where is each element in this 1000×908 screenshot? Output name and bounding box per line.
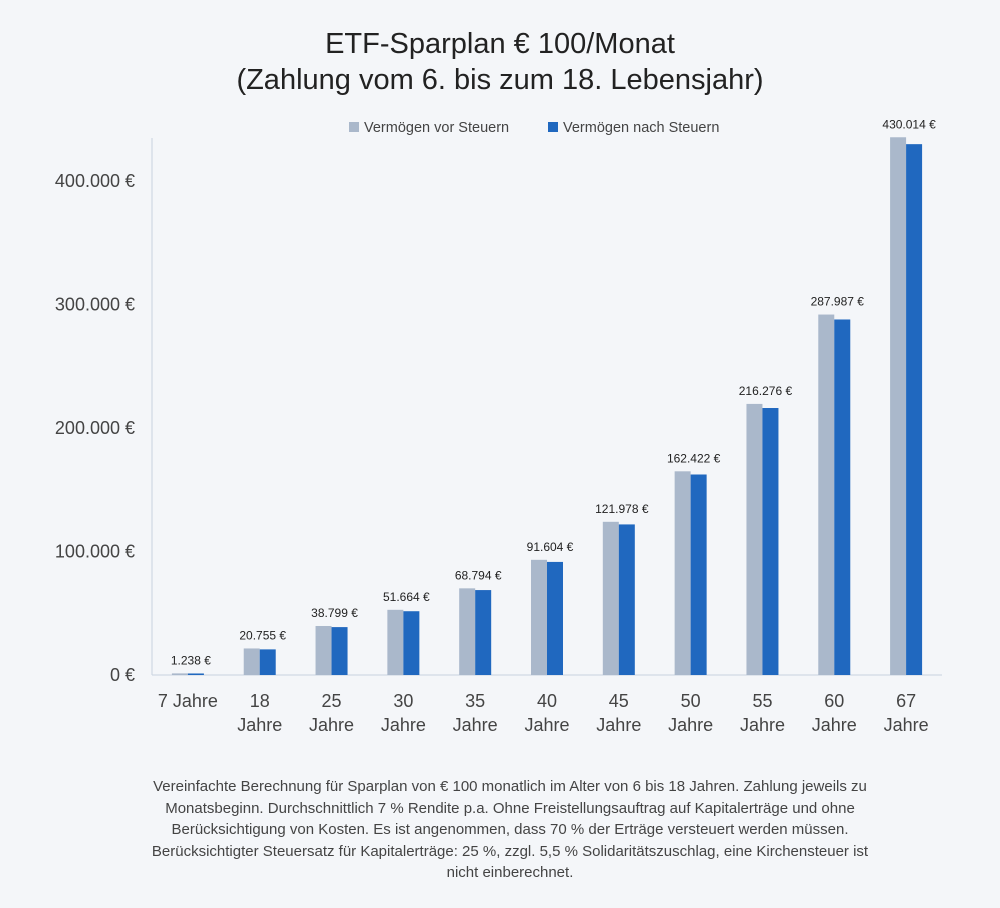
- footnote: Vereinfachte Berechnung für Sparplan von…: [120, 776, 900, 884]
- data-label: 162.422 €: [667, 451, 721, 465]
- bar-vor-steuern: [746, 403, 763, 675]
- x-tick-label: Jahre: [596, 715, 641, 735]
- data-label: 1.238 €: [171, 653, 211, 667]
- x-tick-label: 55: [752, 691, 772, 711]
- x-tick-label: Jahre: [812, 715, 857, 735]
- x-tick-label: Jahre: [453, 715, 498, 735]
- legend-label: Vermögen vor Steuern: [364, 120, 509, 136]
- x-tick-label: Jahre: [237, 715, 282, 735]
- footnote-line: Vereinfachte Berechnung für Sparplan von…: [153, 778, 867, 795]
- x-tick-label: 35: [465, 691, 485, 711]
- bar-vor-steuern: [531, 559, 547, 675]
- bar-vor-steuern: [459, 588, 476, 675]
- bar-nach-steuern: [690, 474, 707, 675]
- bar-vor-steuern: [387, 609, 404, 675]
- legend-label: Vermögen nach Steuern: [563, 120, 719, 136]
- chart-title: ETF-Sparplan € 100/Monat: [325, 28, 675, 60]
- bar-nach-steuern: [331, 627, 348, 675]
- footnote-line: Monatsbeginn. Durchschnittlich 7 % Rendi…: [165, 799, 855, 817]
- x-tick-label: Jahre: [668, 715, 713, 735]
- bar-nach-steuern: [906, 144, 923, 675]
- y-tick-label: 100.000 €: [55, 542, 135, 562]
- bar-vor-steuern: [315, 625, 332, 675]
- bar-vor-steuern: [890, 137, 907, 676]
- bar-nach-steuern: [618, 524, 635, 675]
- data-label: 91.604 €: [527, 540, 574, 554]
- legend-swatch: [548, 122, 558, 132]
- footnote-line: Berücksichtigter Steuersatz für Kapitale…: [151, 842, 869, 860]
- bar-nach-steuern: [762, 408, 779, 675]
- y-tick-label: 300.000 €: [55, 295, 135, 315]
- data-label: 20.755 €: [239, 628, 286, 642]
- x-tick-label: Jahre: [309, 715, 354, 735]
- data-label: 51.664 €: [383, 590, 430, 604]
- x-tick-label: 50: [681, 691, 701, 711]
- y-tick-label: 200.000 €: [55, 418, 135, 438]
- bar-nach-steuern: [547, 561, 563, 675]
- y-tick-label: 0 €: [110, 665, 135, 685]
- y-tick-label: 400.000 €: [55, 171, 135, 191]
- chart-subtitle: (Zahlung vom 6. bis zum 18. Lebensjahr): [236, 64, 764, 96]
- x-tick-label: 25: [322, 691, 342, 711]
- x-tick-label: Jahre: [381, 715, 426, 735]
- x-tick-label: Jahre: [884, 715, 929, 735]
- x-tick-label: Jahre: [740, 715, 785, 735]
- x-tick-label: 7 Jahre: [158, 691, 218, 711]
- legend-swatch: [349, 122, 359, 132]
- x-tick-label: 60: [824, 691, 844, 711]
- bar-vor-steuern: [818, 314, 835, 675]
- footnote-line: nicht einberechnet.: [446, 864, 574, 881]
- bar-vor-steuern: [243, 648, 260, 675]
- x-tick-label: 40: [537, 691, 557, 711]
- data-label: 38.799 €: [311, 606, 358, 620]
- bar-vor-steuern: [171, 673, 188, 675]
- data-label: 68.794 €: [455, 568, 502, 582]
- bar-nach-steuern: [259, 649, 276, 675]
- x-tick-label: 45: [609, 691, 629, 711]
- footnote-line: Berücksichtigung von Kosten. Es ist ange…: [171, 821, 849, 838]
- x-tick-label: 67: [896, 691, 916, 711]
- bar-nach-steuern: [834, 319, 851, 675]
- bar-nach-steuern: [403, 611, 420, 675]
- bar-chart: 0 € 100.000 € 200.000 € 300.000 € 400.000 € V…: [55, 117, 942, 735]
- bar-nach-steuern: [475, 590, 492, 675]
- data-label: 121.978 €: [595, 502, 649, 516]
- bar-vor-steuern: [602, 521, 619, 675]
- x-tick-label: 18: [250, 691, 270, 711]
- data-label: 287.987 €: [811, 295, 865, 309]
- data-label: 216.276 €: [739, 384, 793, 398]
- x-tick-label: 30: [393, 691, 413, 711]
- x-tick-label: Jahre: [524, 715, 569, 735]
- bar-vor-steuern: [674, 471, 691, 675]
- data-label: 430.014 €: [882, 117, 936, 131]
- bar-nach-steuern: [187, 673, 204, 675]
